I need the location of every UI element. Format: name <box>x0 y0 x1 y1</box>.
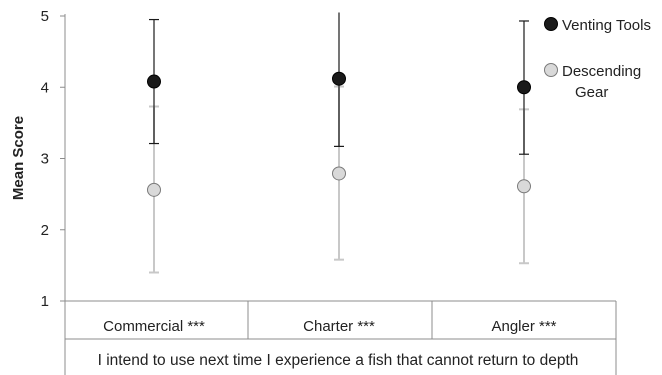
category-label: Angler *** <box>491 318 556 335</box>
legend-label-venting: Venting Tools <box>562 17 651 34</box>
y-axis-title: Mean Score <box>10 116 27 200</box>
x-axis-title: I intend to use next time I experience a… <box>98 352 579 369</box>
category-label: Commercial *** <box>103 318 205 335</box>
descending-gear-point <box>517 179 531 194</box>
legend-marker-descending <box>544 63 558 77</box>
legend-label-descending: Descending Gear <box>562 63 641 101</box>
category-label: Charter *** <box>303 318 375 335</box>
venting-tools-point <box>147 74 161 89</box>
venting-tools-point <box>332 71 346 86</box>
descending-gear-point <box>147 182 161 197</box>
y-tick-label: 5 <box>41 8 49 25</box>
y-tick-label: 2 <box>41 222 49 239</box>
y-tick-label: 1 <box>41 293 49 310</box>
y-tick-label: 4 <box>41 79 49 96</box>
descending-gear-point <box>332 166 346 181</box>
venting-tools-point <box>517 80 531 95</box>
y-tick-label: 3 <box>41 151 49 168</box>
legend-marker-venting <box>544 17 558 31</box>
